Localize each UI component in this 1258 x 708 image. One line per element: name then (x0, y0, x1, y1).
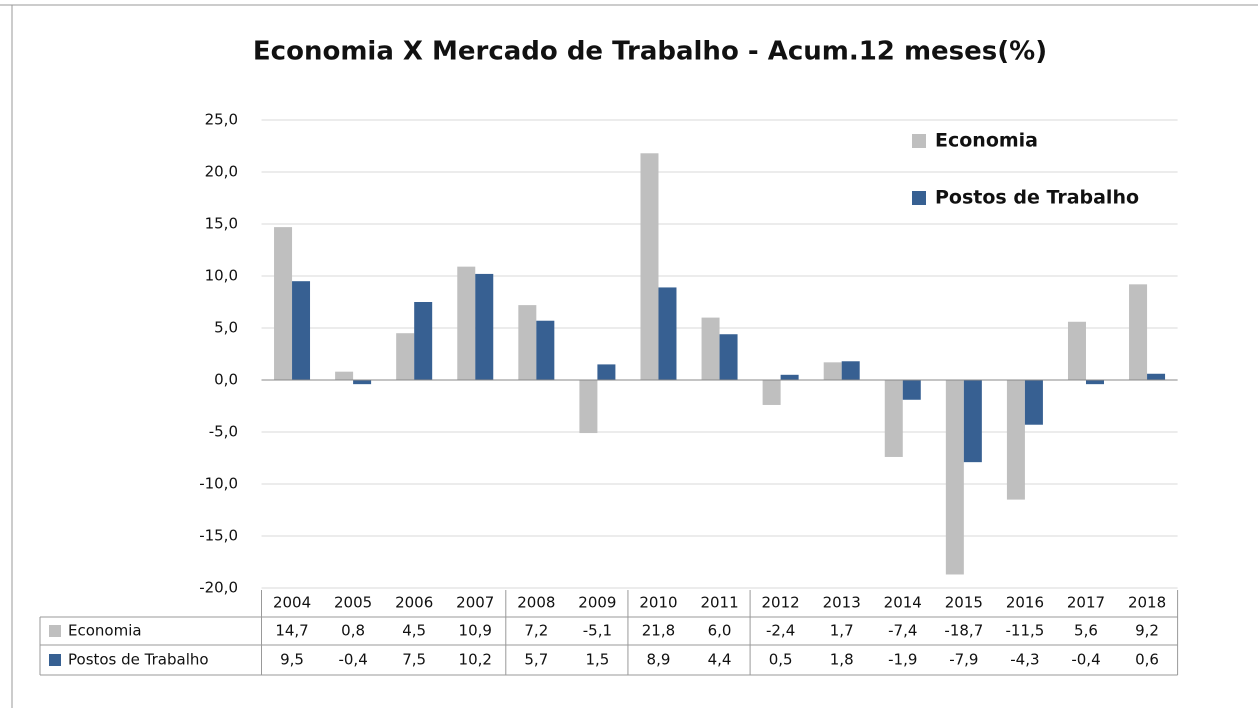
legend-swatch (912, 134, 926, 148)
table-value: 7,2 (524, 622, 548, 640)
bar (841, 361, 860, 380)
bar (353, 380, 372, 385)
table-value: -18,7 (944, 622, 983, 640)
table-value: -5,1 (583, 622, 612, 640)
table-value: 10,9 (459, 622, 492, 640)
table-value: 7,5 (402, 651, 426, 669)
table-value: -4,3 (1010, 651, 1039, 669)
bar (457, 266, 476, 380)
table-value: 5,6 (1074, 622, 1098, 640)
table-value: -7,9 (949, 651, 978, 669)
table-value: 4,4 (708, 651, 732, 669)
bar (963, 380, 982, 463)
table-value: 0,5 (769, 651, 793, 669)
bar (658, 287, 677, 380)
x-tick-label: 2018 (1128, 594, 1166, 612)
y-tick-label: 0,0 (214, 371, 238, 389)
bar (1006, 380, 1025, 500)
chart-title: Economia X Mercado de Trabalho - Acum.12… (253, 37, 1047, 67)
table-value: 1,7 (830, 622, 854, 640)
x-tick-label: 2006 (395, 594, 433, 612)
y-tick-label: -10,0 (199, 475, 238, 493)
bar (1067, 321, 1086, 380)
table-value: 14,7 (275, 622, 308, 640)
table-value: 4,5 (402, 622, 426, 640)
table-value: 9,2 (1135, 622, 1159, 640)
bar (414, 302, 433, 380)
bar (1147, 373, 1166, 380)
y-tick-label: 25,0 (205, 111, 238, 129)
x-tick-label: 2008 (517, 594, 555, 612)
x-tick-label: 2010 (639, 594, 677, 612)
table-value: 0,6 (1135, 651, 1159, 669)
x-tick-label: 2017 (1067, 594, 1105, 612)
bar (1024, 380, 1043, 425)
x-tick-label: 2013 (823, 594, 861, 612)
bar (1129, 284, 1148, 380)
table-value: 1,8 (830, 651, 854, 669)
table-value: -11,5 (1006, 622, 1045, 640)
bar (640, 153, 659, 380)
bar (292, 281, 311, 380)
table-row-label: Economia (68, 622, 142, 640)
table-value: -0,4 (338, 651, 367, 669)
bar (719, 334, 738, 380)
bar (762, 380, 781, 405)
x-tick-label: 2005 (334, 594, 372, 612)
table-value: -1,9 (888, 651, 917, 669)
table-value: -0,4 (1071, 651, 1100, 669)
table-value: -7,4 (888, 622, 917, 640)
bar (335, 371, 354, 380)
y-tick-label: -5,0 (209, 423, 238, 441)
bar (823, 362, 842, 380)
bar (701, 317, 720, 380)
x-tick-label: 2016 (1006, 594, 1044, 612)
table-swatch (49, 654, 61, 666)
bar (1085, 380, 1104, 385)
x-tick-label: 2007 (456, 594, 494, 612)
x-tick-label: 2009 (578, 594, 616, 612)
bar (579, 380, 598, 434)
x-tick-label: 2004 (273, 594, 311, 612)
bar (396, 333, 415, 380)
bar (902, 380, 921, 400)
x-tick-label: 2014 (884, 594, 922, 612)
table-value: 1,5 (585, 651, 609, 669)
bar (945, 380, 964, 575)
table-swatch (49, 625, 61, 637)
x-tick-label: 2011 (700, 594, 738, 612)
table-row-label: Postos de Trabalho (68, 651, 209, 669)
y-tick-label: -15,0 (199, 527, 238, 545)
y-tick-label: 20,0 (205, 163, 238, 181)
y-tick-label: 5,0 (214, 319, 238, 337)
table-value: 0,8 (341, 622, 365, 640)
table-value: 10,2 (459, 651, 492, 669)
table-value: 5,7 (524, 651, 548, 669)
table-value: 9,5 (280, 651, 304, 669)
bar (536, 320, 555, 380)
legend-swatch (912, 191, 926, 205)
table-value: 21,8 (642, 622, 675, 640)
bar (475, 273, 494, 380)
bar (884, 380, 903, 457)
table-value: 6,0 (708, 622, 732, 640)
legend-label: Economia (935, 130, 1038, 152)
y-tick-label: 10,0 (205, 267, 238, 285)
x-tick-label: 2012 (762, 594, 800, 612)
bar (518, 305, 537, 380)
bar (274, 227, 293, 380)
legend-label: Postos de Trabalho (935, 187, 1139, 209)
table-value: 8,9 (647, 651, 671, 669)
y-tick-label: -20,0 (199, 579, 238, 597)
table-value: -2,4 (766, 622, 795, 640)
bar (780, 374, 799, 380)
bar (597, 364, 616, 380)
y-tick-label: 15,0 (205, 215, 238, 233)
x-tick-label: 2015 (945, 594, 983, 612)
